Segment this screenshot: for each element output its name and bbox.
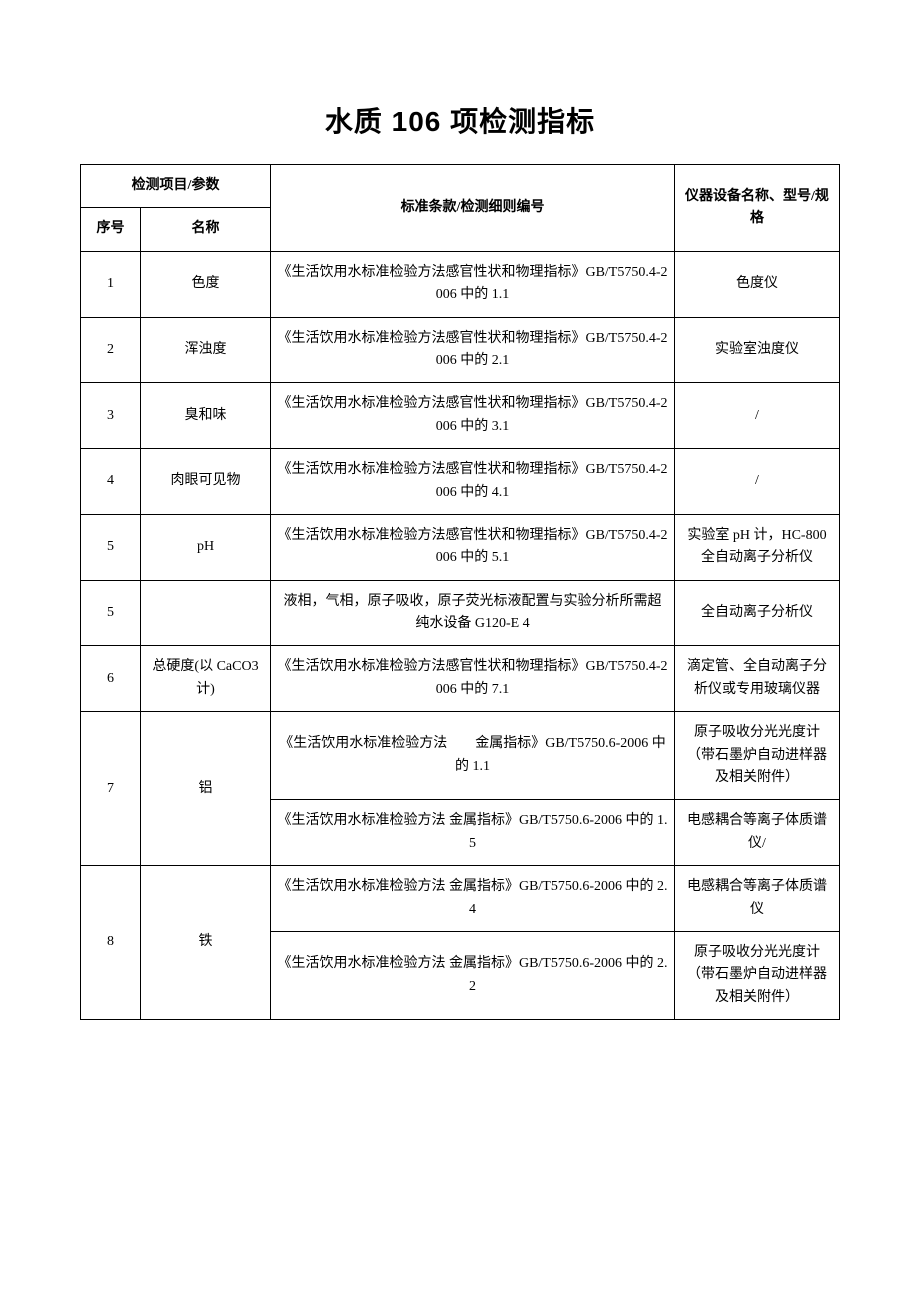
cell-name: 肉眼可见物 bbox=[141, 449, 271, 515]
table-row: 2 浑浊度 《生活饮用水标准检验方法感官性状和物理指标》GB/T5750.4-2… bbox=[81, 317, 840, 383]
table-row: 5 液相，气相，原子吸收，原子荧光标液配置与实验分析所需超纯水设备 G120-E… bbox=[81, 580, 840, 646]
cell-seq: 5 bbox=[81, 580, 141, 646]
cell-equipment: 全自动离子分析仪 bbox=[675, 580, 840, 646]
cell-standard: 《生活饮用水标准检验方法感官性状和物理指标》GB/T5750.4-2006 中的… bbox=[271, 646, 675, 712]
cell-standard: 《生活饮用水标准检验方法 金属指标》GB/T5750.6-2006 中的 2.2 bbox=[271, 931, 675, 1019]
cell-seq: 5 bbox=[81, 514, 141, 580]
cell-equipment: 电感耦合等离子体质谱仪/ bbox=[675, 800, 840, 866]
page-title: 水质 106 项检测指标 bbox=[80, 100, 840, 140]
cell-equipment: / bbox=[675, 449, 840, 515]
cell-standard: 《生活饮用水标准检验方法感官性状和物理指标》GB/T5750.4-2006 中的… bbox=[271, 251, 675, 317]
cell-standard: 《生活饮用水标准检验方法感官性状和物理指标》GB/T5750.4-2006 中的… bbox=[271, 449, 675, 515]
table-row: 4 肉眼可见物 《生活饮用水标准检验方法感官性状和物理指标》GB/T5750.4… bbox=[81, 449, 840, 515]
cell-equipment: 电感耦合等离子体质谱仪 bbox=[675, 866, 840, 932]
cell-seq: 6 bbox=[81, 646, 141, 712]
table-row: 3 臭和味 《生活饮用水标准检验方法感官性状和物理指标》GB/T5750.4-2… bbox=[81, 383, 840, 449]
water-quality-table: 检测项目/参数 标准条款/检测细则编号 仪器设备名称、型号/规格 序号 名称 1… bbox=[80, 164, 840, 1020]
cell-seq: 4 bbox=[81, 449, 141, 515]
cell-equipment: 实验室浊度仪 bbox=[675, 317, 840, 383]
table-row: 7 铝 《生活饮用水标准检验方法 金属指标》GB/T5750.6-2006 中的… bbox=[81, 712, 840, 800]
cell-name: pH bbox=[141, 514, 271, 580]
table-row: 6 总硬度(以 CaCO3 计) 《生活饮用水标准检验方法感官性状和物理指标》G… bbox=[81, 646, 840, 712]
cell-standard: 《生活饮用水标准检验方法 金属指标》GB/T5750.6-2006 中的 1.5 bbox=[271, 800, 675, 866]
header-equipment: 仪器设备名称、型号/规格 bbox=[675, 165, 840, 252]
cell-standard: 《生活饮用水标准检验方法感官性状和物理指标》GB/T5750.4-2006 中的… bbox=[271, 383, 675, 449]
header-name: 名称 bbox=[141, 208, 271, 251]
cell-name: 浑浊度 bbox=[141, 317, 271, 383]
cell-name: 色度 bbox=[141, 251, 271, 317]
cell-seq: 8 bbox=[81, 866, 141, 1020]
cell-standard: 《生活饮用水标准检验方法感官性状和物理指标》GB/T5750.4-2006 中的… bbox=[271, 317, 675, 383]
cell-equipment: 原子吸收分光光度计（带石墨炉自动进样器及相关附件） bbox=[675, 712, 840, 800]
cell-seq: 7 bbox=[81, 712, 141, 866]
table-row: 8 铁 《生活饮用水标准检验方法 金属指标》GB/T5750.6-2006 中的… bbox=[81, 866, 840, 932]
cell-seq: 2 bbox=[81, 317, 141, 383]
cell-standard: 液相，气相，原子吸收，原子荧光标液配置与实验分析所需超纯水设备 G120-E 4 bbox=[271, 580, 675, 646]
cell-name: 总硬度(以 CaCO3 计) bbox=[141, 646, 271, 712]
cell-name: 铁 bbox=[141, 866, 271, 1020]
cell-equipment: 实验室 pH 计，HC-800 全自动离子分析仪 bbox=[675, 514, 840, 580]
cell-equipment: / bbox=[675, 383, 840, 449]
cell-standard: 《生活饮用水标准检验方法感官性状和物理指标》GB/T5750.4-2006 中的… bbox=[271, 514, 675, 580]
cell-equipment: 滴定管、全自动离子分析仪或专用玻璃仪器 bbox=[675, 646, 840, 712]
cell-name: 臭和味 bbox=[141, 383, 271, 449]
cell-standard: 《生活饮用水标准检验方法 金属指标》GB/T5750.6-2006 中的 1.1 bbox=[271, 712, 675, 800]
cell-seq: 3 bbox=[81, 383, 141, 449]
header-seq: 序号 bbox=[81, 208, 141, 251]
cell-equipment: 色度仪 bbox=[675, 251, 840, 317]
table-row: 5 pH 《生活饮用水标准检验方法感官性状和物理指标》GB/T5750.4-20… bbox=[81, 514, 840, 580]
cell-standard: 《生活饮用水标准检验方法 金属指标》GB/T5750.6-2006 中的 2.4 bbox=[271, 866, 675, 932]
cell-name: 铝 bbox=[141, 712, 271, 866]
header-group-left: 检测项目/参数 bbox=[81, 165, 271, 208]
table-header-row-1: 检测项目/参数 标准条款/检测细则编号 仪器设备名称、型号/规格 bbox=[81, 165, 840, 208]
cell-equipment: 原子吸收分光光度计（带石墨炉自动进样器及相关附件） bbox=[675, 931, 840, 1019]
table-row: 1 色度 《生活饮用水标准检验方法感官性状和物理指标》GB/T5750.4-20… bbox=[81, 251, 840, 317]
cell-name bbox=[141, 580, 271, 646]
header-standard: 标准条款/检测细则编号 bbox=[271, 165, 675, 252]
cell-seq: 1 bbox=[81, 251, 141, 317]
